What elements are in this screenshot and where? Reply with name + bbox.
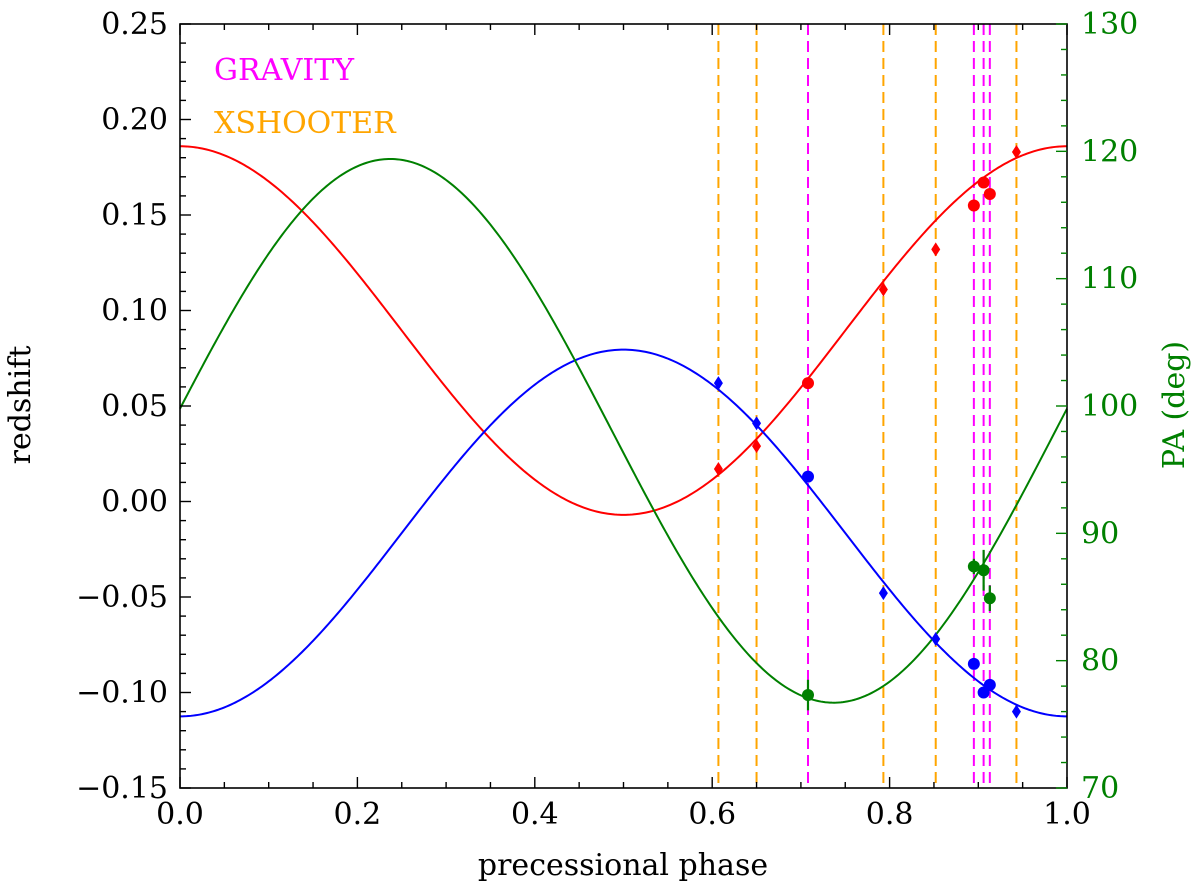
point-blue-circle-1 [967, 657, 980, 670]
data-points [713, 144, 1021, 719]
model-curve-red [179, 145, 1068, 516]
x-axis-label: precessional phase [478, 848, 768, 883]
y2-tick-label-4: 110 [1081, 262, 1138, 297]
y-tick-label-3: 0.00 [101, 485, 168, 520]
y2-tick-label-2: 90 [1081, 516, 1119, 551]
point-red-circle-1 [967, 199, 980, 212]
y-tick-label-1: −0.10 [76, 676, 168, 711]
legend-xshooter: XSHOOTER [214, 106, 397, 141]
axis-ticks [179, 23, 1068, 789]
x-tick-label-1: 0.2 [334, 797, 382, 832]
point-red-diamond-3 [931, 242, 941, 257]
point-blue-diamond-1 [752, 416, 762, 431]
y-tick-label-5: 0.10 [101, 294, 168, 329]
point-red-diamond-2 [878, 282, 888, 297]
x-tick-label-0: 0.0 [156, 797, 204, 832]
right-axis-label: PA (deg) [1157, 341, 1192, 469]
y-tick-label-0: −0.15 [76, 771, 168, 806]
model-curves [179, 145, 1068, 718]
observation-epoch-lines [717, 24, 1018, 788]
y-tick-label-7: 0.20 [101, 103, 168, 138]
point-blue-diamond-0 [713, 376, 723, 391]
y2-tick-label-3: 100 [1081, 389, 1138, 424]
point-blue-diamond-3 [931, 632, 941, 647]
y-tick-label-2: −0.05 [76, 580, 168, 615]
point-red-circle-2 [977, 176, 990, 189]
point-blue-circle-0 [801, 470, 814, 483]
point-red-diamond-1 [752, 439, 762, 454]
y2-tick-label-6: 130 [1081, 7, 1138, 42]
y2-tick-label-5: 120 [1081, 134, 1138, 169]
model-curve-green [179, 157, 1068, 704]
model-curve-blue [179, 348, 1068, 718]
point-blue-circle-3 [983, 678, 996, 691]
point-green-circle-1 [967, 560, 980, 573]
x-tick-label-2: 0.4 [511, 797, 559, 832]
point-green-circle-2 [977, 564, 990, 577]
point-green-circle-0 [801, 689, 814, 702]
y2-tick-label-1: 80 [1081, 644, 1119, 679]
y-tick-label-8: 0.25 [101, 7, 168, 42]
y-tick-label-6: 0.15 [101, 198, 168, 233]
point-red-circle-0 [801, 377, 814, 390]
point-blue-diamond-2 [878, 586, 888, 601]
point-red-circle-3 [983, 187, 996, 200]
tick-labels: 0.0 0.2 0.4 0.6 0.8 1.0 −0.15 −0.10 −0.05 0.00 0.0… [76, 7, 1138, 832]
x-tick-label-3: 0.6 [688, 797, 736, 832]
x-tick-label-5: 1.0 [1043, 797, 1091, 832]
point-blue-diamond-4 [1011, 704, 1021, 719]
y2-tick-label-0: 70 [1081, 771, 1119, 806]
x-tick-label-4: 0.8 [866, 797, 914, 832]
y-tick-label-4: 0.05 [101, 389, 168, 424]
point-red-diamond-4 [1011, 144, 1021, 159]
legend-gravity: GRAVITY [214, 53, 355, 88]
point-red-diamond-0 [713, 462, 723, 477]
y-axis-label: redshift [3, 346, 38, 465]
point-green-circle-3 [983, 592, 996, 605]
